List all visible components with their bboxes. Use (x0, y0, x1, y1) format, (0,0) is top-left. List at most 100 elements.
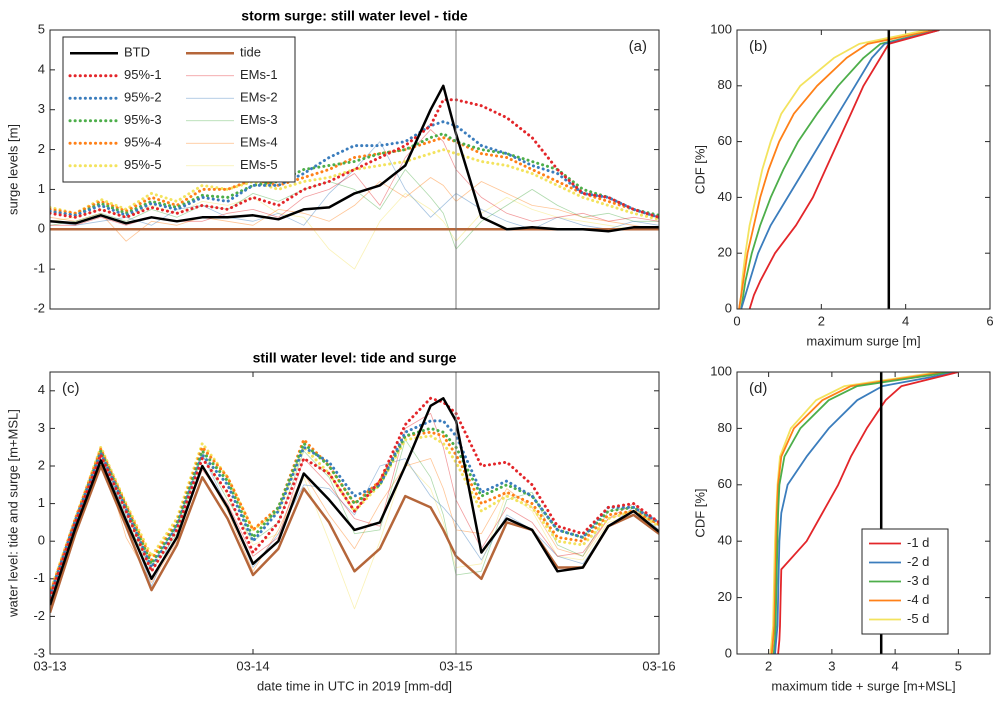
panel-annotation: (b) (749, 38, 767, 55)
y-tick-label: -1 (33, 570, 45, 585)
y-tick-label: 4 (38, 382, 45, 397)
axes-frame (736, 371, 991, 655)
legend-label: tide (240, 45, 261, 60)
y-tick-label: 0 (38, 533, 45, 548)
legend-label: EMs-5 (240, 157, 278, 172)
legend: BTD 95%-1 95%-2 95%-3 95%-4 95%-5 tide EMs-1 EMs… (62, 36, 296, 183)
legend-label: -2 d (907, 554, 929, 569)
y-tick-label: 80 (718, 77, 732, 92)
y-tick-label: 60 (718, 476, 732, 491)
series-line (50, 98, 659, 219)
series-line (50, 169, 659, 250)
legend-label: 95%-2 (124, 90, 162, 105)
x-tick-label: 03-15 (439, 658, 472, 673)
y-tick-label: -2 (33, 300, 45, 315)
y-tick-label: 100 (710, 363, 732, 378)
y-tick-label: -1 (33, 261, 45, 276)
y-tick-label: 2 (38, 141, 45, 156)
series-line (50, 434, 659, 594)
legend-box (62, 36, 296, 183)
plot-area (737, 30, 990, 309)
panel: -2 -1 0 1 2 3 4 5 storm surge: still water level… (5, 8, 660, 315)
y-tick-label: 100 (710, 21, 732, 36)
legend-label: 95%-1 (124, 67, 162, 82)
series-line (774, 372, 959, 654)
series-line (50, 193, 659, 270)
series-group (50, 396, 659, 613)
x-tick-label: 4 (902, 313, 909, 328)
legend-label: EMs-1 (240, 67, 278, 82)
y-tick-label: 4 (38, 61, 45, 76)
axes-frame (736, 29, 991, 310)
series-line (50, 464, 659, 613)
x-axis-label: maximum tide + surge [m+MSL] (771, 678, 955, 693)
series-line (50, 426, 659, 598)
y-tick-label: 0 (725, 645, 732, 660)
y-axis-label: CDF [%] (692, 145, 707, 194)
y-tick-label: -3 (33, 645, 45, 660)
series-group (769, 372, 959, 654)
y-tick-label: -2 (33, 608, 45, 623)
series-line (50, 430, 659, 596)
panel: -3 -2 -1 0 1 2 3 4 03-13 03-14 03-15 03-16 still wat… (5, 350, 675, 694)
x-axis-label: maximum surge [m] (806, 333, 920, 348)
series-line (50, 120, 659, 219)
series-group (738, 30, 940, 309)
y-tick-label: 3 (38, 101, 45, 116)
legend-label: -4 d (907, 592, 929, 607)
series-line (740, 30, 940, 309)
series-line (50, 132, 659, 217)
series-line (50, 177, 659, 242)
series-line (50, 419, 659, 598)
series-line (50, 84, 659, 233)
x-tick-label: 03-14 (236, 658, 269, 673)
series-line (50, 148, 659, 221)
y-tick-label: 60 (718, 133, 732, 148)
series-line (772, 372, 953, 654)
y-tick-label: 0 (38, 221, 45, 236)
x-tick-label: 5 (955, 658, 962, 673)
x-tick-label: 3 (828, 658, 835, 673)
legend-label: -3 d (907, 573, 929, 588)
x-tick-label: 4 (892, 658, 899, 673)
y-tick-label: 0 (725, 300, 732, 315)
legend-label: 95%-5 (124, 157, 162, 172)
y-tick-label: 1 (38, 495, 45, 510)
y-tick-label: 2 (38, 457, 45, 472)
series-line (740, 30, 940, 309)
y-axis-label: CDF [%] (692, 488, 707, 537)
legend-label: EMs-3 (240, 112, 278, 127)
legend-label: EMs-4 (240, 135, 278, 150)
x-tick-label: 2 (765, 658, 772, 673)
x-tick-label: 6 (986, 313, 993, 328)
y-tick-label: 20 (718, 589, 732, 604)
series-line (50, 136, 659, 219)
series-line (770, 372, 946, 654)
legend-label: 95%-4 (124, 135, 162, 150)
legend-label: 95%-3 (124, 112, 162, 127)
panel-title: storm surge: still water level - tide (241, 8, 468, 24)
y-tick-label: 1 (38, 181, 45, 196)
series-line (738, 30, 936, 309)
y-tick-label: 80 (718, 420, 732, 435)
x-tick-label: 0 (733, 313, 740, 328)
legend-label: -5 d (907, 611, 929, 626)
y-tick-label: 40 (718, 533, 732, 548)
plot-area (50, 372, 659, 654)
series-line (748, 30, 940, 309)
panel-annotation: (c) (62, 380, 80, 397)
axes-frame (49, 371, 660, 655)
y-tick-label: 5 (38, 21, 45, 36)
panel-annotation: (a) (629, 38, 647, 55)
x-tick-label: 03-13 (33, 658, 66, 673)
series-line (50, 141, 659, 230)
series-line (50, 397, 659, 606)
panel-annotation: (d) (749, 380, 767, 397)
panel-title: still water level: tide and surge (253, 350, 457, 366)
series-line (738, 30, 927, 309)
y-tick-label: 40 (718, 189, 732, 204)
series-line (50, 396, 659, 600)
y-axis-label: water level: tide and surge [m+MSL] (5, 409, 20, 618)
